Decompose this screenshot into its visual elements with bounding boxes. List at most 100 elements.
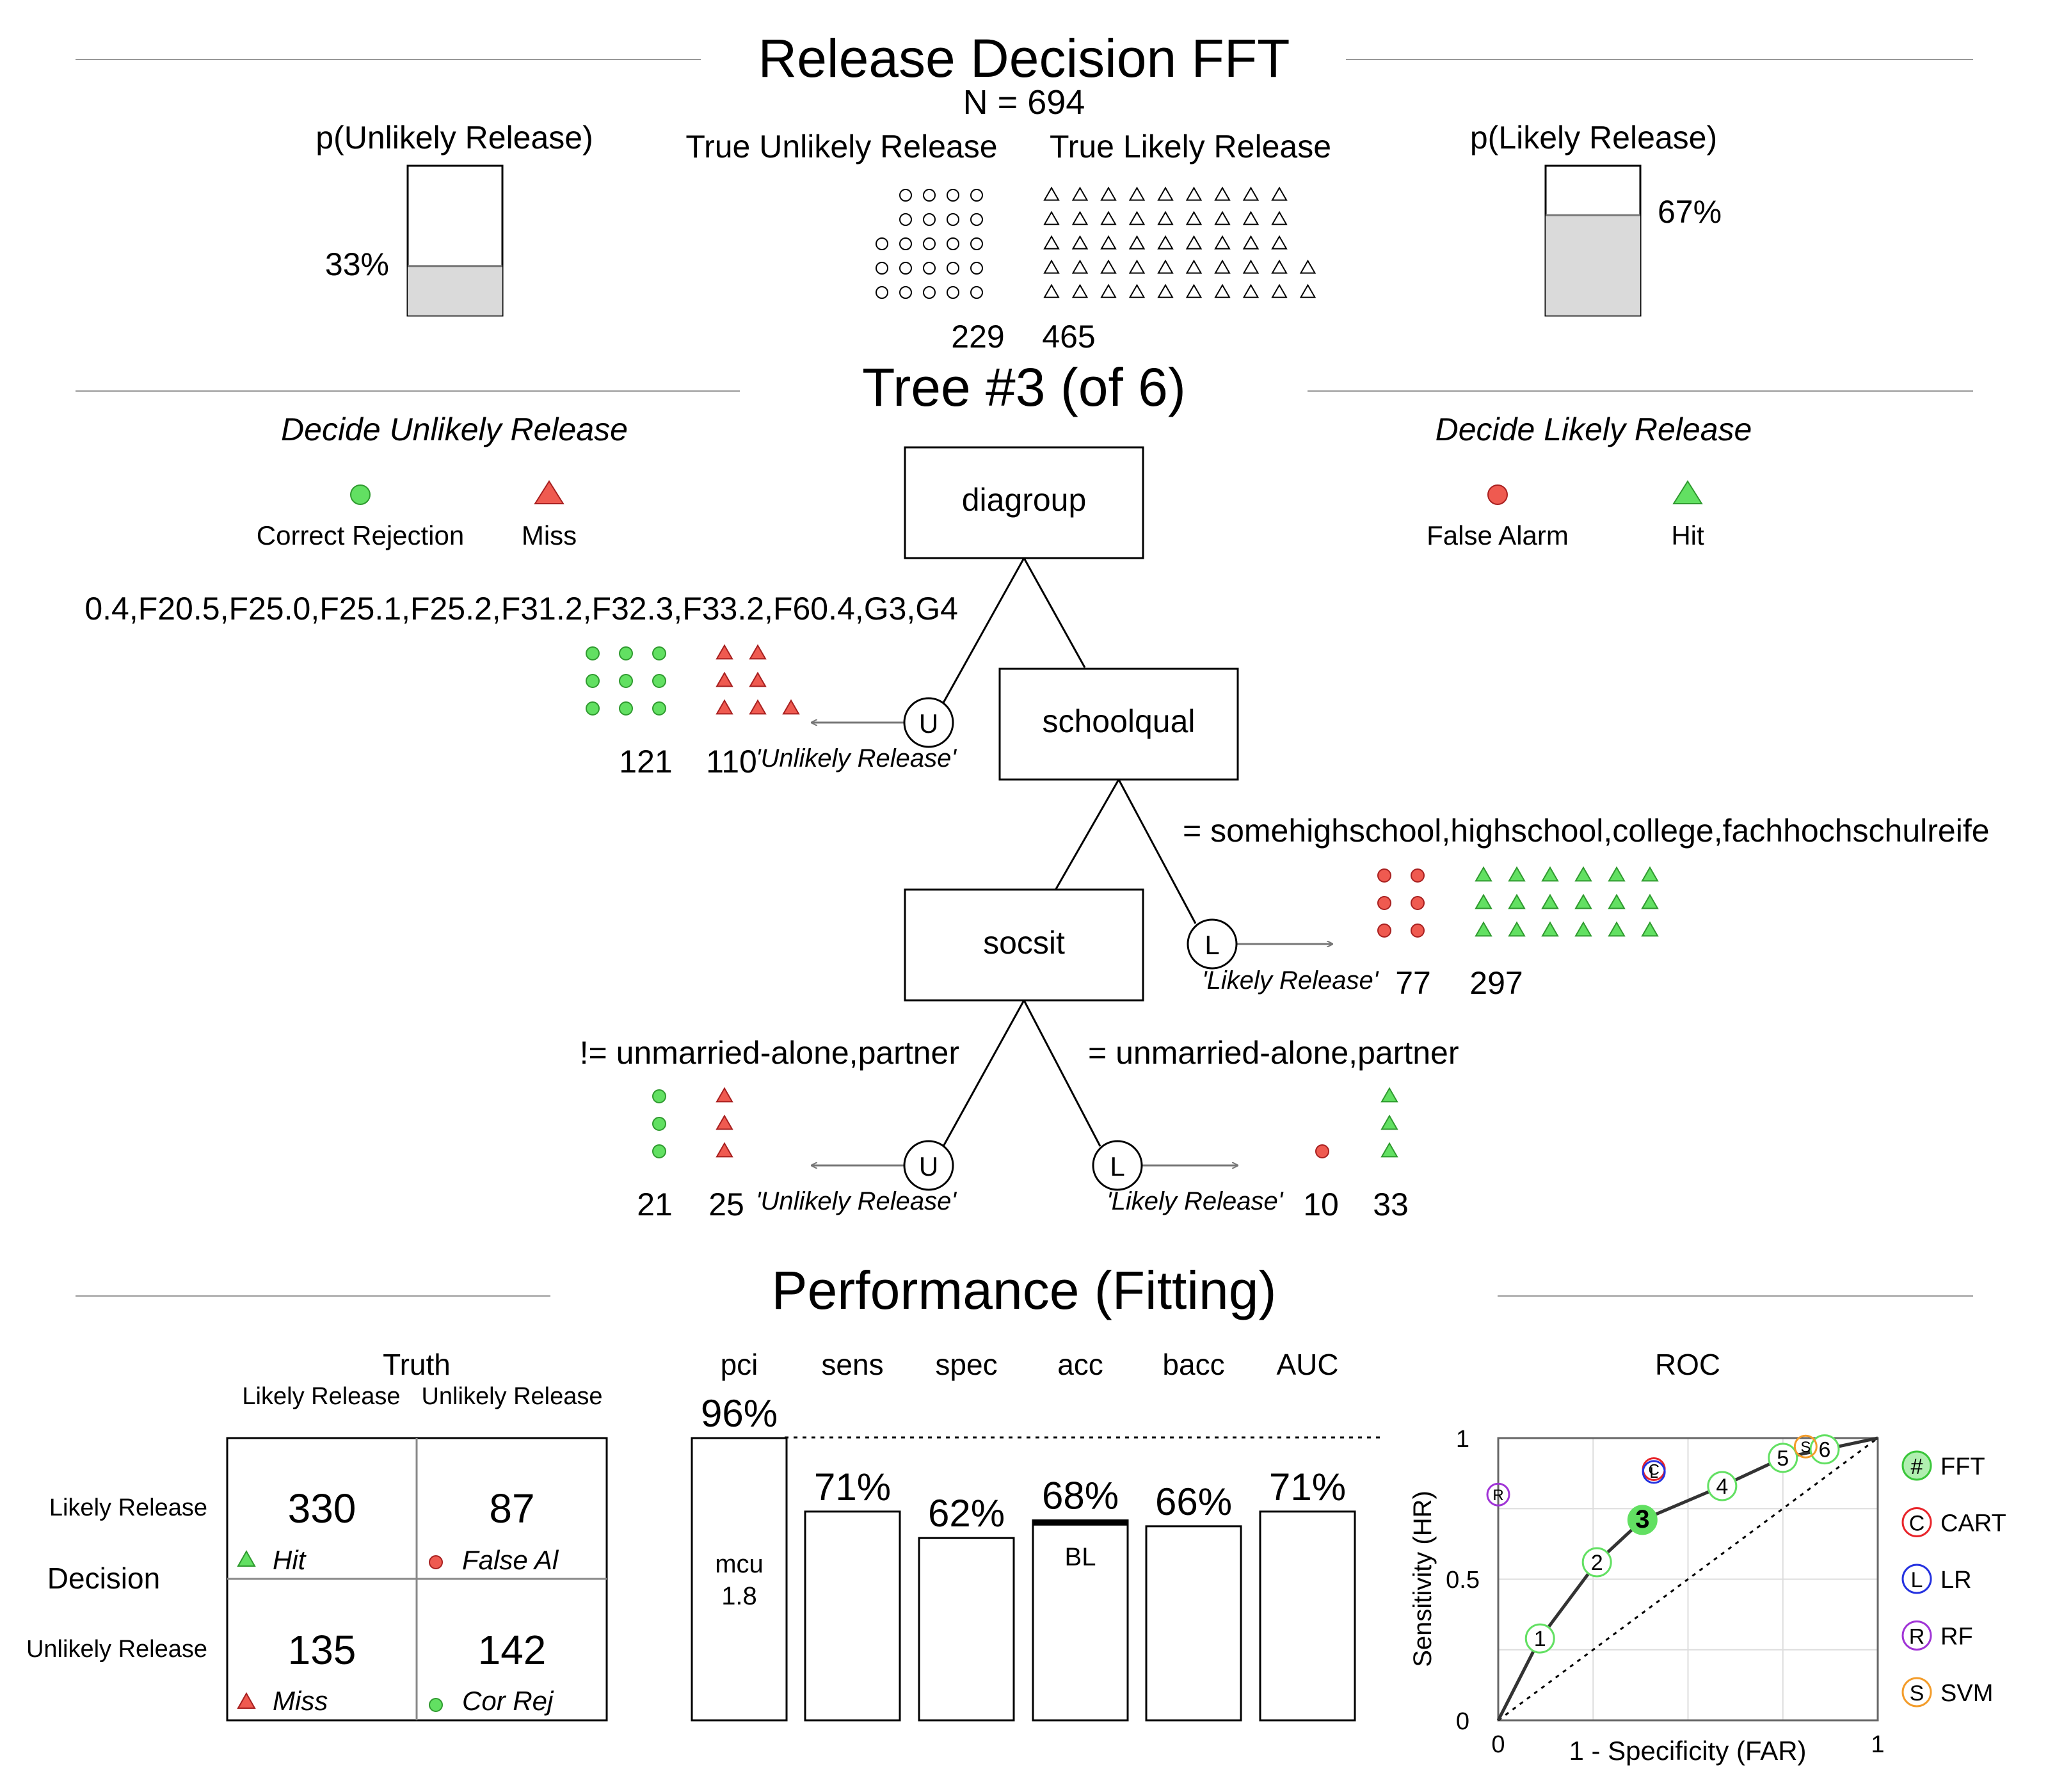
exit-3-left-icon-grid xyxy=(652,1087,733,1158)
hit-icon xyxy=(1475,921,1492,937)
correct-rejection-icon xyxy=(652,674,666,688)
miss-icon xyxy=(749,699,767,715)
true-unlikely-case-icon xyxy=(899,237,912,250)
roc-legend-cart-icon xyxy=(1901,1507,1932,1537)
true-likely-case-icon xyxy=(1242,259,1260,274)
true-unlikely-case-icon xyxy=(899,286,912,299)
true-likely-case-icon xyxy=(1214,259,1231,274)
hit-icon xyxy=(1574,921,1592,937)
true-likely-case-icon xyxy=(1299,259,1316,274)
roc-fft-point-1 xyxy=(1524,1623,1555,1654)
decide-likely-label: Decide Likely Release xyxy=(1436,412,1752,447)
hit-icon xyxy=(1574,893,1592,909)
exit-1-letter: U xyxy=(919,708,938,739)
node-schoolqual[interactable] xyxy=(998,668,1239,781)
roc-fft-point-2-label: 2 xyxy=(1591,1551,1603,1575)
confusion-hit-value: 330 xyxy=(288,1485,356,1532)
confusion-cr-icon xyxy=(429,1698,443,1712)
roc-ytick-05: 0.5 xyxy=(1446,1567,1480,1594)
true-unlikely-label: True Unlikely Release xyxy=(685,129,997,164)
legend-miss-icon xyxy=(534,480,564,504)
true-likely-case-icon xyxy=(1128,259,1146,274)
false-alarm-icon xyxy=(1411,924,1425,938)
roc-legend-lr-icon xyxy=(1901,1564,1932,1594)
stat-value-pci: 96% xyxy=(701,1392,778,1435)
true-likely-case-icon xyxy=(1242,186,1260,201)
roc-legend-fft-symbol: # xyxy=(1911,1455,1923,1479)
node-diagroup[interactable] xyxy=(904,446,1144,559)
correct-rejection-icon xyxy=(652,1144,666,1158)
baseline-label: BL xyxy=(1065,1543,1096,1571)
true-unlikely-case-icon xyxy=(947,189,959,202)
roc-fft-curve: 1 2 3 4 5 6 xyxy=(1496,1434,1878,1722)
false-alarm-icon xyxy=(1411,868,1425,883)
exit-2-fa-count: 77 xyxy=(1395,965,1431,1001)
stat-header-auc: AUC xyxy=(1276,1348,1338,1381)
stat-header-acc: acc xyxy=(1057,1348,1103,1381)
hit-icon xyxy=(1475,893,1492,909)
roc-fft-point-5 xyxy=(1768,1443,1798,1473)
stat-value-spec: 62% xyxy=(928,1492,1005,1535)
roc-legend-svm-icon xyxy=(1901,1677,1932,1708)
miss-icon xyxy=(782,699,800,715)
branch-3-left xyxy=(942,1000,1025,1147)
exit-1-icon-grid xyxy=(586,644,800,716)
roc-legend: # FFT C CART L LR R RF S SVM xyxy=(1901,1450,2006,1708)
confusion-truth-label: Truth xyxy=(383,1348,451,1381)
true-unlikely-case-icon xyxy=(970,286,983,299)
confusion-fa-icon xyxy=(429,1555,443,1569)
legend-hit-icon xyxy=(1672,480,1703,504)
roc-xtick-0: 0 xyxy=(1491,1731,1505,1758)
roc-legend-fft-icon xyxy=(1901,1450,1932,1481)
true-unlikely-case-icon xyxy=(876,262,888,275)
stat-value-auc: 71% xyxy=(1269,1466,1346,1508)
correct-rejection-icon xyxy=(586,701,600,716)
correct-rejection-icon xyxy=(586,674,600,688)
roc-legend-cart-symbol: C xyxy=(1909,1512,1925,1536)
roc-fft-point-6 xyxy=(1809,1434,1840,1465)
exit-1-decision-label: 'Unlikely Release' xyxy=(756,744,957,772)
true-likely-case-icon xyxy=(1071,284,1089,298)
true-likely-case-icon xyxy=(1043,284,1060,298)
p-unlikely-title: p(Unlikely Release) xyxy=(316,120,593,156)
true-likely-case-icon xyxy=(1100,211,1117,225)
hit-icon xyxy=(1380,1142,1398,1158)
exit-3-left-decision-label: 'Unlikely Release' xyxy=(756,1187,957,1215)
roc-point-rf xyxy=(1486,1482,1510,1507)
node-schoolqual-label: schoolqual xyxy=(1042,703,1195,739)
mcu-label: mcu xyxy=(715,1550,764,1578)
true-likely-case-icon xyxy=(1271,235,1288,250)
stat-header-sens: sens xyxy=(821,1348,883,1381)
node-socsit[interactable] xyxy=(904,888,1144,1002)
confusion-row-unlikely: Unlikely Release xyxy=(26,1636,207,1663)
true-unlikely-case-icon xyxy=(947,286,959,299)
hit-icon xyxy=(1380,1087,1398,1103)
true-likely-case-icon xyxy=(1128,235,1146,250)
true-likely-case-icon xyxy=(1157,235,1174,250)
true-likely-case-icon xyxy=(1242,211,1260,225)
legend-correct-rejection-label: Correct Rejection xyxy=(257,520,464,550)
roc-legend-cart-label: CART xyxy=(1940,1510,2006,1537)
true-likely-case-icon xyxy=(1214,284,1231,298)
confusion-col-likely: Likely Release xyxy=(242,1383,400,1410)
miss-icon xyxy=(716,1087,733,1103)
roc-legend-svm-symbol: S xyxy=(1910,1681,1924,1706)
true-unlikely-case-icon xyxy=(899,189,912,202)
true-unlikely-case-icon xyxy=(923,286,936,299)
roc-fft-point-3 xyxy=(1627,1505,1658,1535)
exit-2-hit-count: 297 xyxy=(1469,965,1523,1001)
stat-bar-pci xyxy=(691,1437,788,1722)
performance-title: Performance (Fitting) xyxy=(772,1260,1277,1320)
roc-point-svm-label: S xyxy=(1800,1439,1811,1456)
roc-fft-point-4 xyxy=(1707,1471,1738,1501)
true-likely-case-icon xyxy=(1100,186,1117,201)
roc-ylabel: Sensitivity (HR) xyxy=(1409,1491,1437,1667)
true-likely-case-icon xyxy=(1043,186,1060,201)
exit-3-left-cr-count: 21 xyxy=(637,1187,673,1222)
stat-bars: 96% 71% 62% 68% 66% 71% BL mcu 1.8 xyxy=(691,1392,1356,1722)
stat-value-sens: 71% xyxy=(814,1466,891,1508)
confusion-fa-label: False Al xyxy=(462,1545,559,1575)
true-likely-case-icon xyxy=(1043,211,1060,225)
roc-fft-point-4-label: 4 xyxy=(1716,1475,1728,1499)
exit-3-left-miss-count: 25 xyxy=(708,1187,744,1222)
